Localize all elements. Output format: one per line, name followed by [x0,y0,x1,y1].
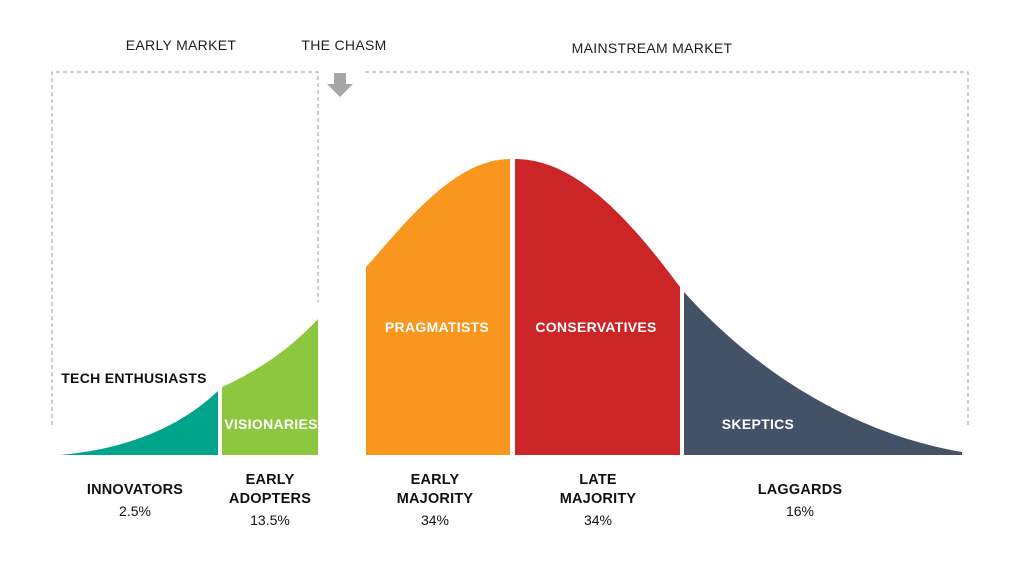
chasm-arrow-icon [327,73,353,97]
early-market-dashed-box [51,71,319,425]
early-majority-curve-segment [366,159,510,455]
laggards-percent: 16% [785,502,815,519]
late-majority-curve-segment [515,159,680,455]
tech-enthusiasts-label: TECH ENTHUSIASTS [61,370,207,386]
innovators-curve-segment [60,391,218,455]
innovators-percent: 2.5% [119,502,151,519]
early-majority-name: EARLY MAJORITY [396,472,474,507]
early-market-label: EARLY MARKET [125,37,237,53]
early-adopters-axis-group: EARLY ADOPTERS 13.5% [190,471,350,528]
skeptics-label: SKEPTICS [721,416,795,432]
late-majority-percent: 34% [583,511,613,528]
late-majority-axis-group: LATE MAJORITY 34% [518,471,678,528]
innovators-axis-group: INNOVATORS 2.5% [55,481,215,519]
early-majority-axis-group: EARLY MAJORITY 34% [355,471,515,528]
the-chasm-label: THE CHASM [301,37,387,53]
conservatives-label: CONSERVATIVES [535,319,657,335]
visionaries-label: VISIONARIES [224,416,318,432]
mainstream-market-label: MAINSTREAM MARKET [571,40,733,56]
early-adopters-percent: 13.5% [250,511,290,528]
early-majority-percent: 34% [420,511,450,528]
early-adopters-name: EARLY ADOPTERS [228,472,312,507]
laggards-name: LAGGARDS [757,482,843,498]
mainstream-market-dashed-box [365,71,969,425]
late-majority-name: LATE MAJORITY [559,472,637,507]
laggards-curve-segment [684,292,962,455]
pragmatists-label: PRAGMATISTS [384,319,490,335]
innovators-name: INNOVATORS [86,482,184,498]
laggards-axis-group: LAGGARDS 16% [720,481,880,519]
early-adopters-curve-segment [222,319,318,455]
